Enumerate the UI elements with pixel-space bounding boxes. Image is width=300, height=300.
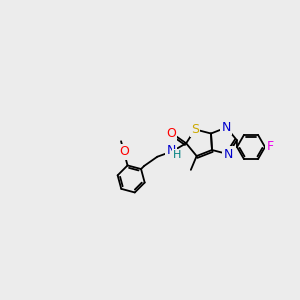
Text: N: N	[167, 144, 176, 157]
Text: H: H	[173, 150, 182, 160]
Text: O: O	[166, 127, 176, 140]
Text: F: F	[266, 140, 274, 154]
Text: N: N	[223, 148, 233, 160]
Text: S: S	[191, 123, 199, 136]
Text: O: O	[119, 146, 129, 158]
Text: N: N	[222, 121, 231, 134]
